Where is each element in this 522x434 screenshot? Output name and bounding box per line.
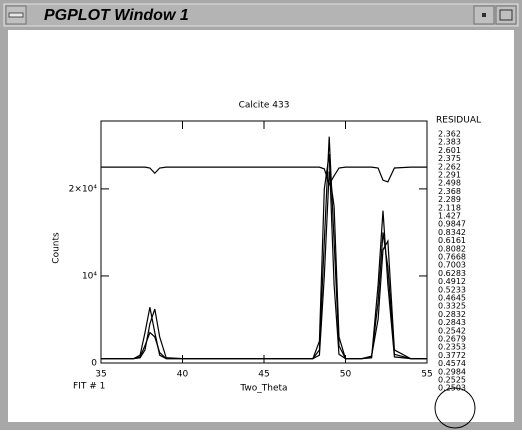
residual-value: 2.383 xyxy=(438,138,461,147)
residual-value: 2.262 xyxy=(438,162,461,171)
x-tick-label: 50 xyxy=(340,370,352,380)
residual-value: 0.6283 xyxy=(438,269,466,278)
residual-value: 0.7668 xyxy=(438,253,466,262)
y-tick-label: 10⁴ xyxy=(82,271,97,281)
residual-value: 2.498 xyxy=(438,179,461,188)
x-tick-label: 40 xyxy=(177,370,189,380)
residual-value: 0.7003 xyxy=(438,261,466,270)
residual-value: 2.291 xyxy=(438,171,461,180)
maximize-button[interactable] xyxy=(495,5,517,25)
residual-value: 0.9847 xyxy=(438,220,466,229)
residual-value: 0.4574 xyxy=(438,359,466,368)
residual-value: 0.4645 xyxy=(438,294,466,303)
residual-value: 2.368 xyxy=(438,187,461,196)
residual-value: 0.3325 xyxy=(438,302,466,311)
x-tick-label: 35 xyxy=(95,370,106,380)
residual-value: 2.601 xyxy=(438,146,461,155)
data-line xyxy=(101,166,427,187)
residual-value: 0.8082 xyxy=(438,244,466,253)
menu-icon xyxy=(8,12,24,18)
y-tick-label: 0 xyxy=(91,359,97,369)
window-title: PGPLOT Window 1 xyxy=(44,7,189,24)
minimize-icon xyxy=(482,13,486,17)
title-bar xyxy=(3,3,519,27)
residual-value: 2.362 xyxy=(438,130,461,139)
residual-value: 2.289 xyxy=(438,195,461,204)
residual-value: 0.2353 xyxy=(438,343,466,352)
data-line xyxy=(101,171,427,360)
residual-value: 1.427 xyxy=(438,212,461,221)
residual-value: 0.2542 xyxy=(438,326,466,335)
residual-value: 2.118 xyxy=(438,203,461,212)
residual-value: 0.2679 xyxy=(438,335,466,344)
maximize-icon xyxy=(499,9,513,21)
residual-header: RESIDUAL xyxy=(436,116,481,126)
residual-value: 0.3772 xyxy=(438,351,466,360)
residual-value: 0.6161 xyxy=(438,236,466,245)
residual-value: 2.375 xyxy=(438,154,461,163)
residual-value: 0.2832 xyxy=(438,310,466,319)
x-axis-label: Two_Theta xyxy=(239,384,287,394)
residual-value: 0.5233 xyxy=(438,285,466,294)
residual-value: 0.8342 xyxy=(438,228,466,237)
client-area xyxy=(8,30,514,422)
x-tick-label: 45 xyxy=(258,370,269,380)
cursor-circle xyxy=(434,387,476,429)
fit-label: FIT # 1 xyxy=(73,382,105,392)
chart-title: Calcite 433 xyxy=(239,101,290,111)
residual-value: 0.2525 xyxy=(438,376,466,385)
residual-value: 0.2503 xyxy=(438,384,466,393)
x-tick-label: 55 xyxy=(421,370,432,380)
residual-value: 0.2843 xyxy=(438,318,466,327)
residual-value: 0.2984 xyxy=(438,367,466,376)
residual-value: 0.4912 xyxy=(438,277,466,286)
y-axis-label: Counts xyxy=(52,232,62,264)
y-tick-label: 2×10⁴ xyxy=(69,184,98,194)
